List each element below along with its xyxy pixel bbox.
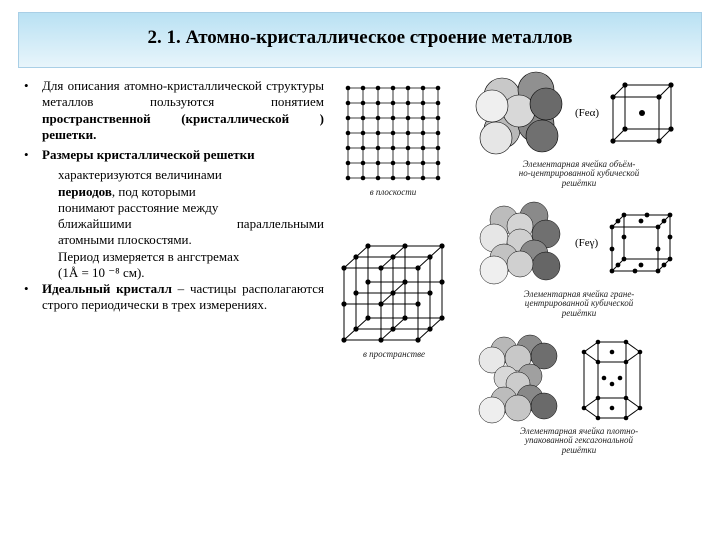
b1-bold: пространственной (кристаллической ) реше… [42, 111, 324, 142]
diagram-hex: Элементарная ячейка плотно- упакованной … [474, 330, 684, 455]
figure-column: в плоскости [334, 78, 702, 318]
bullet-2: • Размеры кристаллической решетки [24, 147, 324, 163]
b2s1r: , под которыми [112, 184, 196, 199]
b2s1b: периодов [58, 184, 112, 199]
caption-hex: Элементарная ячейка плотно- упакованной … [474, 427, 684, 455]
caption-grid2d: в плоскости [338, 188, 448, 197]
title-text: 2. 1. Атомно-кристаллическое строение ме… [147, 27, 572, 48]
b2-bold: Размеры кристаллической решетки [42, 147, 255, 162]
diagram-grid2d: в плоскости [338, 78, 448, 197]
bullet-1: • Для описания атомно-кристаллической ст… [24, 78, 324, 143]
bullet-2-text: Размеры кристаллической решетки [42, 147, 324, 163]
b2s0: характеризуются величинами [58, 167, 324, 183]
diagram-fea: (Feα) Элементарная ячейка объём- н [474, 68, 684, 188]
bullet-3-text: Идеальный кристалл – частицы располагают… [42, 281, 324, 314]
diagram-feg: (Feγ) [474, 198, 684, 318]
bullet-marker: • [24, 147, 42, 163]
caption-fea: Элементарная ячейка объём- но-центрирова… [474, 160, 684, 188]
bullet-2-sub: характеризуются величинами периодов, под… [24, 167, 324, 281]
b2s3: ближайшими параллельными [58, 216, 324, 232]
bullet-3: • Идеальный кристалл – частицы располага… [24, 281, 324, 314]
text-column: • Для описания атомно-кристаллической ст… [24, 78, 324, 318]
content-row: • Для описания атомно-кристаллической ст… [0, 68, 720, 328]
bullet-1-text: Для описания атомно-кристаллической стру… [42, 78, 324, 143]
b2s1: периодов, под которыми [58, 184, 324, 200]
b2s4: атомными плоскостями. [58, 232, 324, 248]
caption-cube: в пространстве [334, 350, 454, 359]
b2s5: Период измеряется в ангстремах [58, 249, 324, 265]
title-banner: 2. 1. Атомно-кристаллическое строение ме… [18, 12, 702, 68]
fea-label: (Feα) [575, 107, 599, 119]
caption-feg: Элементарная ячейка гране- центрированно… [474, 290, 684, 318]
bullet-marker: • [24, 281, 42, 314]
b1-pre: Для описания атомно-кристаллической стру… [42, 78, 324, 109]
b2s2: понимают расстояние между [58, 200, 324, 216]
diagram-cube: в пространстве [334, 218, 454, 359]
b3-bold: Идеальный кристалл [42, 281, 172, 296]
b2s6: (1Å = 10 ⁻⁸ см). [58, 265, 324, 281]
feg-label: (Feγ) [575, 237, 598, 249]
bullet-marker: • [24, 78, 42, 143]
